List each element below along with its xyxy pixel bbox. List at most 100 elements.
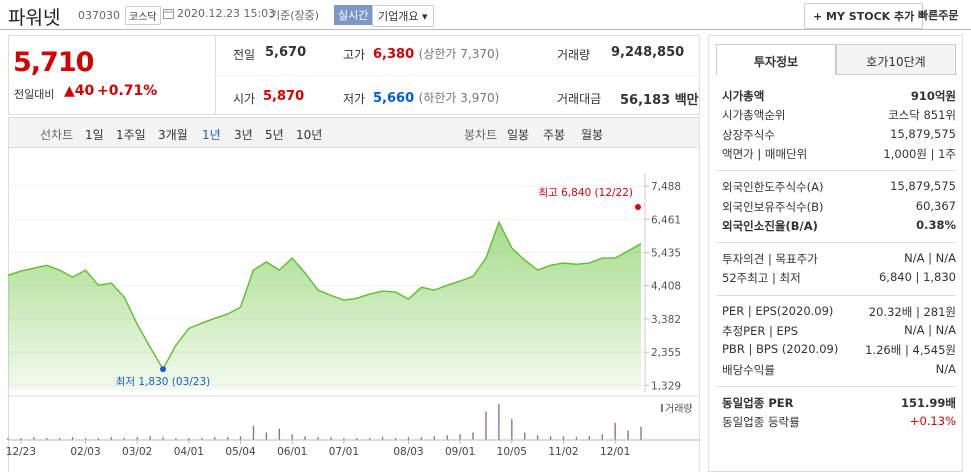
x-tick-label: 06/01 xyxy=(277,446,307,458)
tab-group-label: 선차트 xyxy=(40,128,74,142)
volume-bar xyxy=(46,438,48,440)
price-area xyxy=(8,222,641,390)
volume-bar xyxy=(549,436,552,440)
x-tick-label: 05/04 xyxy=(225,446,256,458)
x-tick-label: 07/01 xyxy=(329,446,359,458)
quote-label: 전일 xyxy=(233,48,256,62)
volume-bar xyxy=(136,437,138,440)
x-tick-label: 09/01 xyxy=(445,446,475,458)
info-label: 배당수익률 xyxy=(722,362,775,377)
y-tick-label: 2,355 xyxy=(651,347,681,359)
y-tick-label: 1,329 xyxy=(651,380,681,392)
period-tab[interactable]: 3년 xyxy=(234,128,253,142)
period-tab[interactable]: 1주일 xyxy=(116,128,146,142)
volume-bar xyxy=(252,425,255,440)
info-label: 투자의견 | 목표주가 xyxy=(722,252,818,267)
y-tick-label: 3,382 xyxy=(651,314,681,326)
section-divider xyxy=(716,170,956,172)
volume-bar xyxy=(536,435,539,440)
company-button[interactable]: 기업개요 ▾ xyxy=(372,5,434,27)
y-tick-label: 4,408 xyxy=(651,281,681,293)
volume-bar xyxy=(511,419,513,440)
volume-bar xyxy=(71,437,74,440)
volume-bar xyxy=(627,430,629,440)
volume-bar xyxy=(369,438,371,440)
period-tab[interactable]: 10년 xyxy=(296,128,323,142)
period-tab[interactable]: 1일 xyxy=(85,128,104,142)
volume-bar xyxy=(472,432,474,440)
info-label: 시가총액순위 xyxy=(722,108,786,123)
period-tab[interactable]: 3개월 xyxy=(158,128,188,142)
volume-legend-icon xyxy=(661,404,663,412)
x-tick-label: 11/02 xyxy=(548,446,578,458)
quote-label: 저가 xyxy=(343,92,366,106)
change-label: 전일대비 xyxy=(14,88,55,101)
info-label: 상장주식수 xyxy=(722,127,775,142)
volume-bar xyxy=(343,438,345,440)
header-divider xyxy=(0,29,971,30)
volume-bar xyxy=(433,436,436,440)
realtime-button[interactable]: 실시간 xyxy=(334,5,373,25)
volume-legend: 거래량 xyxy=(665,403,693,415)
y-tick-label: 6,461 xyxy=(651,214,681,226)
period-tab[interactable]: 5년 xyxy=(265,128,284,142)
info-value: 코스닥 851위 xyxy=(888,108,956,123)
x-tick-label: 02/03 xyxy=(70,446,100,458)
price-line xyxy=(7,220,642,371)
info-value: 15,879,575 xyxy=(890,179,956,194)
volume-bar xyxy=(278,428,280,440)
info-value: +0.13% xyxy=(909,414,956,429)
volume-bar xyxy=(304,436,306,440)
quote-label: 거래대금 xyxy=(557,92,602,106)
quote-label: 거래량 xyxy=(557,48,591,62)
info-tab[interactable]: 투자정보 xyxy=(716,44,836,75)
basis: 기준(장중) xyxy=(270,9,320,22)
quote-note: (상한가 7,370) xyxy=(418,47,500,61)
quote-number: 56,183 xyxy=(620,93,671,108)
info-label: PBR | BPS (2020.09) xyxy=(722,342,839,357)
volume-bar xyxy=(58,438,61,440)
info-value: 0.38% xyxy=(916,217,956,232)
quote-note: (하한가 3,970) xyxy=(418,91,500,105)
quote-value: 5,670 xyxy=(265,45,307,60)
volume-bar xyxy=(601,434,603,440)
candle-tab[interactable]: 일봉 xyxy=(507,128,530,142)
volume-bar xyxy=(459,434,461,440)
chart: 7,488 6,461 5,435 4,408 3,382 2,355 1,329 최고 6,… xyxy=(6,173,700,458)
volume-bar xyxy=(381,437,384,440)
stock-name: 파워넷 xyxy=(8,7,61,29)
info-value: N/A | N/A xyxy=(904,251,956,266)
info-value: N/A xyxy=(935,361,956,376)
quote-number: 5,660 xyxy=(373,91,415,106)
volume-bar xyxy=(110,437,113,440)
info-value: 1,000원 | 1주 xyxy=(883,146,956,161)
info-tab[interactable]: 호가10단계 xyxy=(836,44,956,75)
candle-tab[interactable]: 월봉 xyxy=(581,128,604,142)
mystock-button[interactable]: + MY STOCK 추가 xyxy=(804,3,924,29)
info-label: 추정PER | EPS xyxy=(722,324,799,338)
volume-bar xyxy=(394,438,397,440)
volume-bar xyxy=(175,438,177,440)
info-value: 6,840 | 1,830 xyxy=(878,270,956,285)
period-tab[interactable]: 1년 xyxy=(202,128,221,142)
x-tick-label: 12/01 xyxy=(600,446,630,458)
x-tick-label: 04/01 xyxy=(174,446,204,458)
volume-bar xyxy=(485,411,487,440)
candle-tab[interactable]: 주봉 xyxy=(543,128,566,142)
change: ▲40 xyxy=(64,83,95,99)
x-tick-label: 12/23 xyxy=(6,446,36,458)
low-label: 최저 1,830 (03/23) xyxy=(116,376,211,388)
info-label: 액면가 | 매매단위 xyxy=(722,146,808,161)
quick-order[interactable]: 빠른주문 xyxy=(918,9,959,22)
info-value: 1.26배 | 4,545원 xyxy=(865,343,956,358)
high-dot xyxy=(635,204,641,211)
change-pct: +0.71% xyxy=(97,83,158,99)
volume-bar xyxy=(265,432,268,440)
quote-unit: 백만 xyxy=(674,93,699,108)
volume-bar xyxy=(84,438,87,440)
x-tick-label: 08/03 xyxy=(393,446,423,458)
quote-value: 9,248,850 xyxy=(611,45,685,60)
volume-bar xyxy=(407,437,410,440)
volume-bar xyxy=(291,434,293,440)
volume-bar xyxy=(356,438,358,440)
